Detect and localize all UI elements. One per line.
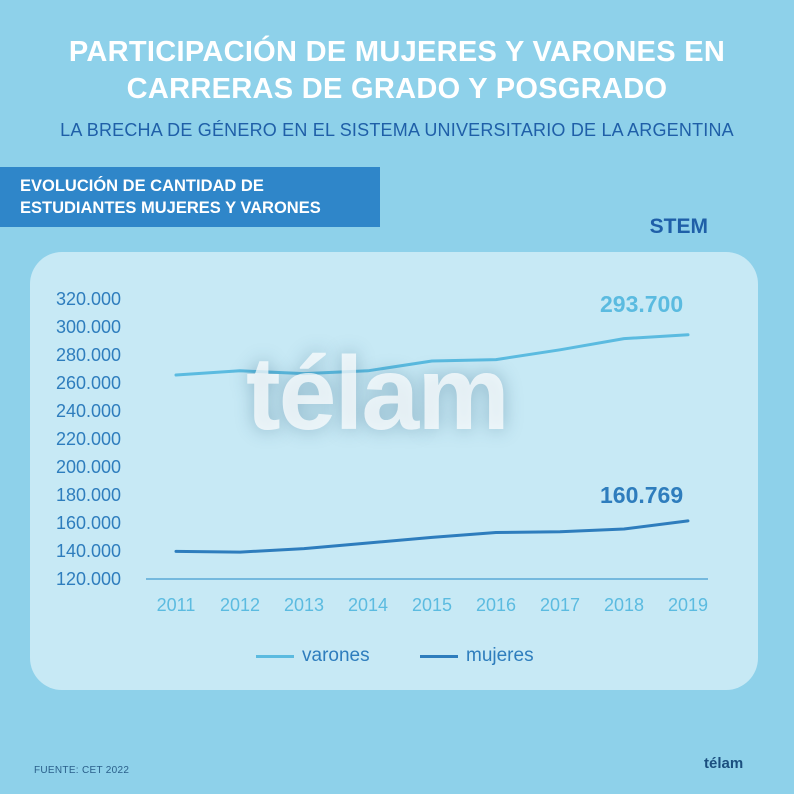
stem-label: STEM — [649, 215, 708, 238]
title-line-1: PARTICIPACIÓN DE MUJERES Y VARONES EN — [68, 36, 726, 68]
legend-swatch-varones — [256, 654, 294, 658]
y-tick-label: 140.000 — [56, 541, 121, 561]
x-tick-label: 2018 — [604, 595, 644, 615]
series-line-mujeres — [174, 519, 690, 554]
legend-label-mujeres: mujeres — [466, 645, 534, 666]
y-tick-label: 240.000 — [56, 401, 121, 421]
title-line-2: CARRERAS DE GRADO Y POSGRADO — [126, 73, 668, 105]
series-line-varones — [174, 333, 690, 377]
data-label-mujeres: 160.769 — [600, 482, 683, 508]
chart-subtitle: LA BRECHA DE GÉNERO EN EL SISTEMA UNIVER… — [60, 120, 734, 140]
x-tick-label: 2015 — [412, 595, 452, 615]
x-tick-label: 2016 — [476, 595, 516, 615]
section-banner: EVOLUCIÓN DE CANTIDAD DE ESTUDIANTES MUJ… — [0, 167, 380, 227]
y-tick-label: 280.000 — [56, 345, 121, 365]
y-tick-label: 300.000 — [56, 317, 121, 337]
legend-mujeres: mujeres — [420, 645, 534, 667]
y-tick-label: 320.000 — [56, 289, 121, 309]
y-tick-label: 120.000 — [56, 569, 121, 589]
legend-label-varones: varones — [302, 645, 370, 666]
x-tick-label: 2012 — [220, 595, 260, 615]
telam-watermark: télam — [246, 336, 510, 452]
x-tick-label: 2019 — [668, 595, 708, 615]
x-tick-label: 2013 — [284, 595, 324, 615]
y-tick-label: 180.000 — [56, 485, 121, 505]
y-tick-label: 220.000 — [56, 429, 121, 449]
y-tick-label: 200.000 — [56, 457, 121, 477]
legend-swatch-mujeres — [420, 654, 458, 658]
legend-varones: varones — [256, 645, 370, 667]
x-tick-label: 2014 — [348, 595, 388, 615]
banner-line-2: ESTUDIANTES MUJERES Y VARONES — [20, 199, 321, 217]
y-tick-label: 260.000 — [56, 373, 121, 393]
y-tick-label: 160.000 — [56, 513, 121, 533]
banner-line-1: EVOLUCIÓN DE CANTIDAD DE — [20, 177, 264, 195]
data-label-varones: 293.700 — [600, 291, 683, 317]
chart-title: PARTICIPACIÓN DE MUJERES Y VARONES EN CA… — [0, 34, 794, 108]
telam-logo: télam — [704, 755, 744, 772]
chart-card — [30, 252, 758, 690]
x-tick-label: 2017 — [540, 595, 580, 615]
x-tick-label: 2011 — [157, 595, 196, 615]
source-note: FUENTE: CET 2022 — [34, 765, 130, 776]
